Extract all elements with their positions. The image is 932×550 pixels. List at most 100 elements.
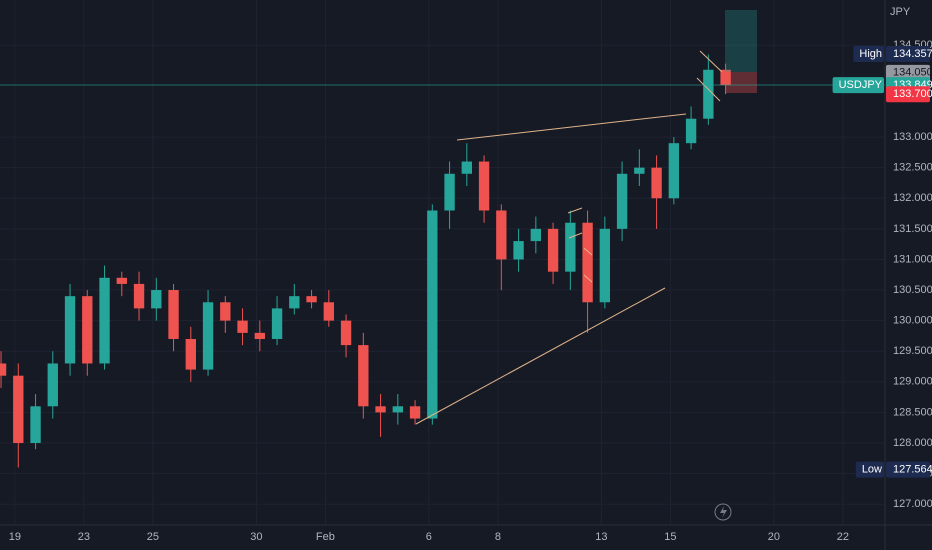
candle xyxy=(202,290,214,376)
price-label-name-box xyxy=(853,46,884,63)
candles xyxy=(0,54,731,468)
candle xyxy=(64,283,76,376)
candle-body xyxy=(220,302,231,321)
y-tick-label: 128.500 xyxy=(893,406,932,418)
price-label: 127.564 xyxy=(893,464,932,476)
candle-body xyxy=(616,173,628,229)
currency-label: JPY xyxy=(890,6,911,18)
price-label-name-box xyxy=(832,77,884,94)
candle xyxy=(616,161,628,242)
axes: 127.000127.500128.000128.500129.000129.5… xyxy=(9,39,932,543)
wedge-line xyxy=(696,77,721,102)
candle xyxy=(461,143,472,187)
candle xyxy=(82,290,93,376)
candle-body xyxy=(565,222,576,272)
candle-body xyxy=(392,406,403,413)
candle xyxy=(358,332,369,419)
price-label-box xyxy=(886,46,930,63)
candle xyxy=(668,137,680,205)
x-tick-label: Feb xyxy=(316,531,335,543)
candle-body xyxy=(703,69,714,119)
candle xyxy=(547,222,559,284)
candle xyxy=(720,63,731,95)
candle xyxy=(306,290,317,309)
candle xyxy=(392,394,403,425)
price-label: 133.700 xyxy=(893,88,932,100)
candle-body xyxy=(634,167,645,174)
candle xyxy=(133,271,145,321)
candle xyxy=(254,320,265,352)
position-target xyxy=(725,10,757,72)
candle-body xyxy=(685,118,697,144)
x-tick-label: 22 xyxy=(837,531,849,543)
x-tick-label: 13 xyxy=(595,531,607,543)
candle xyxy=(99,265,110,370)
candle-body xyxy=(478,161,490,211)
candle xyxy=(513,228,524,272)
trend-line xyxy=(456,113,687,141)
y-tick-label: 131.500 xyxy=(893,223,932,235)
candle xyxy=(444,161,455,229)
candle-body xyxy=(289,296,300,309)
candle-body xyxy=(99,277,110,364)
replay-icon-bolt xyxy=(720,506,727,518)
candle xyxy=(185,326,196,382)
candle-body xyxy=(116,277,127,284)
candle xyxy=(168,283,179,352)
candle-body xyxy=(168,290,179,339)
candle xyxy=(478,155,490,223)
y-tick-label: 133.000 xyxy=(893,131,932,143)
candle-body xyxy=(599,228,611,303)
candle xyxy=(47,351,58,419)
y-tick-label: 129.000 xyxy=(893,376,932,388)
price-label-name: USDJPY xyxy=(839,79,883,91)
candle-body xyxy=(306,296,317,303)
candle-body xyxy=(513,241,524,260)
candle xyxy=(13,363,24,468)
candle xyxy=(116,271,127,297)
candle xyxy=(409,400,421,425)
replay-icon[interactable] xyxy=(714,503,732,521)
candle xyxy=(634,149,645,187)
candle-body xyxy=(461,161,472,174)
candle-body xyxy=(82,296,93,364)
candle-body xyxy=(375,406,386,413)
y-tick-label: 131.000 xyxy=(893,253,932,265)
candle xyxy=(271,296,283,346)
candle-body xyxy=(185,338,196,370)
candle xyxy=(340,314,352,358)
candle-body xyxy=(582,222,593,303)
candle-body xyxy=(133,283,145,309)
candle-body xyxy=(720,69,731,86)
candle-body xyxy=(151,290,162,309)
candle-body xyxy=(271,308,283,339)
candle-body xyxy=(254,332,265,339)
candle-body xyxy=(340,320,352,346)
x-tick-label: 15 xyxy=(664,531,676,543)
trend-line xyxy=(415,287,666,425)
candle xyxy=(323,290,334,327)
price-label-box xyxy=(886,86,930,103)
candle-body xyxy=(496,210,507,260)
candle-body xyxy=(64,296,76,364)
candle xyxy=(30,394,41,450)
price-labels: 134.357High134.050133.849USDJPY133.70012… xyxy=(832,46,932,478)
candle xyxy=(151,277,162,321)
price-label: 134.357 xyxy=(893,48,932,60)
candle xyxy=(582,210,593,333)
candle-body xyxy=(547,228,559,272)
price-label-name: Low xyxy=(862,464,882,476)
candle xyxy=(530,216,542,254)
candle-body xyxy=(323,302,334,321)
candle xyxy=(427,204,438,425)
flag-line xyxy=(583,274,593,283)
candle xyxy=(685,106,697,150)
x-tick-label: 8 xyxy=(495,531,501,543)
candle-body xyxy=(530,228,542,242)
flag-line xyxy=(583,247,593,256)
candle xyxy=(565,210,576,291)
y-tick-label: 129.500 xyxy=(893,345,932,357)
y-tick-label: 128.000 xyxy=(893,437,932,449)
candle xyxy=(599,216,611,309)
